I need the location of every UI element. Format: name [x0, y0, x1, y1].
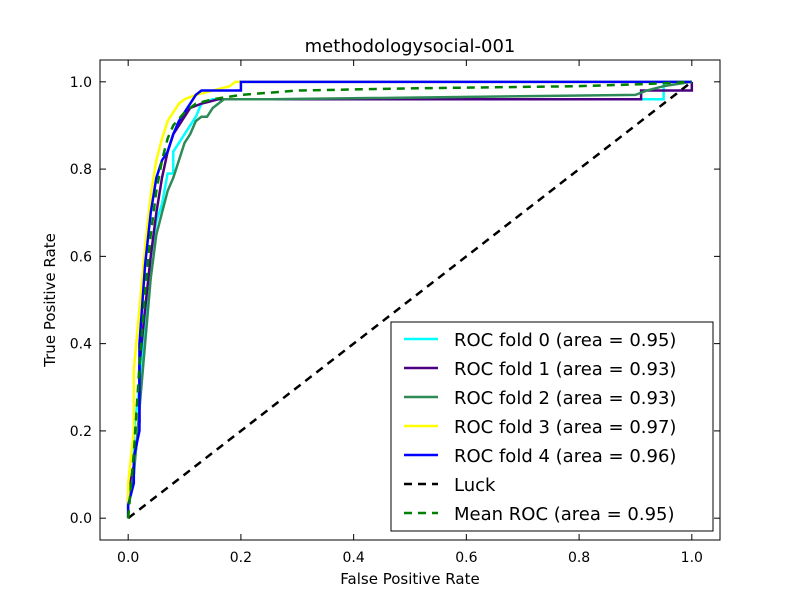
legend-label-2: ROC fold 2 (area = 0.93)	[454, 388, 676, 409]
x-tick-label: 0.0	[117, 550, 139, 566]
plot-frame	[99, 59, 721, 541]
series-line-5	[127, 80, 693, 520]
x-tick-label: 0.6	[455, 550, 477, 566]
chart-title: methodologysocial-001	[305, 36, 516, 57]
y-tick-label: 0.6	[70, 249, 92, 265]
x-tick-label: 1.0	[681, 550, 703, 566]
y-tick-label: 0.8	[70, 162, 92, 178]
legend-frame	[390, 321, 714, 532]
legend-label-1: ROC fold 1 (area = 0.93)	[454, 359, 676, 380]
y-tick-label: 0.0	[70, 511, 92, 527]
y-axis-label: True Positive Rate	[41, 233, 59, 368]
legend-label-4: ROC fold 4 (area = 0.96)	[454, 446, 676, 467]
x-tick-label: 0.4	[343, 550, 365, 566]
series-line-2	[126, 80, 693, 519]
y-tick-label: 0.4	[70, 337, 92, 353]
x-tick-label: 0.2	[230, 550, 252, 566]
series-line-4	[126, 80, 692, 519]
y-tick-label: 1.0	[70, 75, 92, 91]
legend-label-0: ROC fold 0 (area = 0.95)	[454, 330, 676, 351]
y-tick-label: 0.2	[70, 424, 92, 440]
legend-label-6: Mean ROC (area = 0.95)	[454, 504, 675, 525]
series-layer	[126, 80, 694, 520]
series-line-6	[126, 80, 692, 519]
x-tick-label: 0.8	[568, 550, 590, 566]
legend-label-5: Luck	[454, 475, 496, 496]
legend: ROC fold 0 (area = 0.95) ROC fold 1 (area…	[390, 321, 714, 532]
legend-label-3: ROC fold 3 (area = 0.97)	[454, 417, 676, 438]
x-axis-label: False Positive Rate	[340, 570, 479, 588]
ticks-layer: 0.0 0.2 0.4 0.6 0.8 1.0 0.0 0.2 0.4 0.6 0.8 1.0	[70, 60, 720, 566]
